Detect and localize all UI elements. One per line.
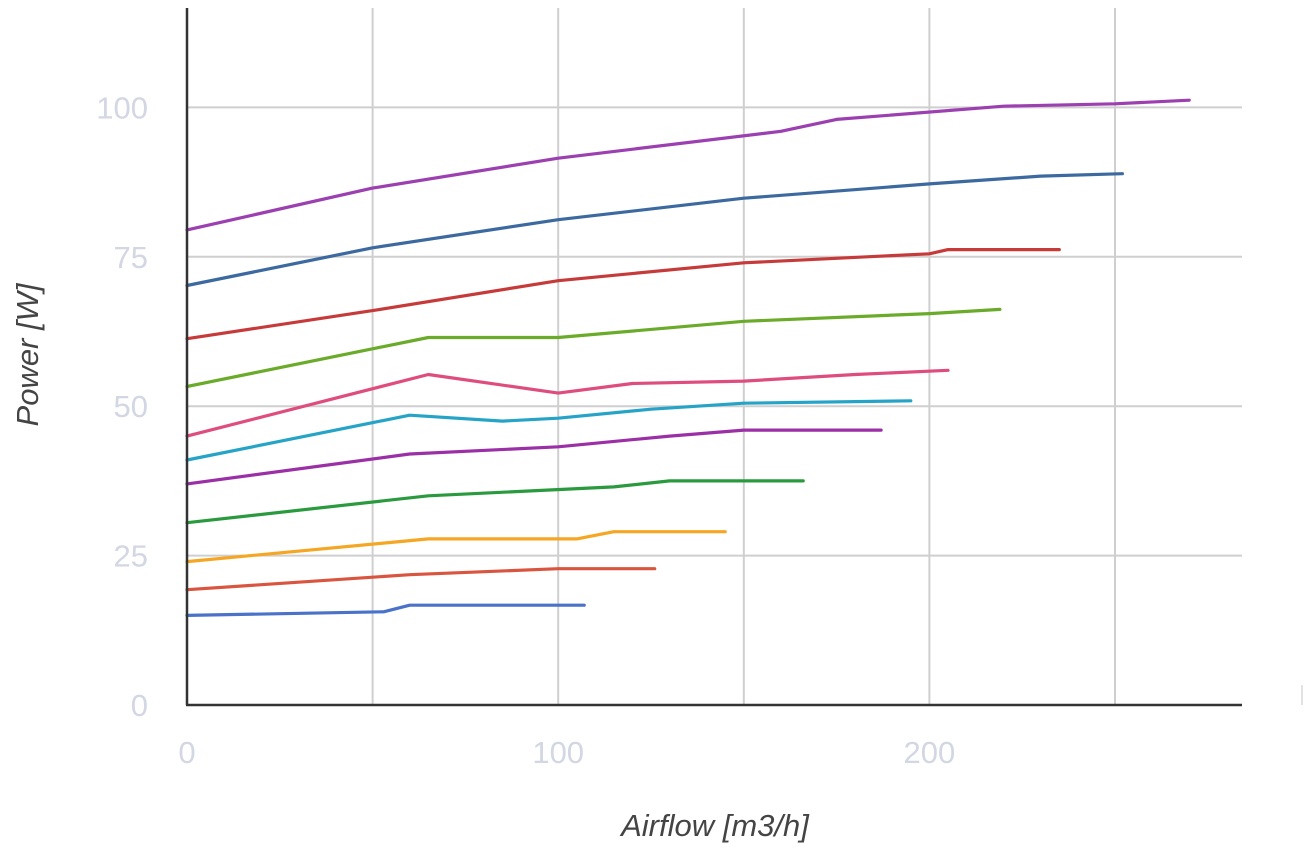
gridlines <box>187 8 1242 705</box>
series-line-10 <box>185 172 1124 288</box>
series-line-7 <box>185 368 950 438</box>
series-line-11 <box>185 98 1191 232</box>
series-line-3 <box>185 530 727 564</box>
y-tick-label: 50 <box>114 389 148 424</box>
series-line-9 <box>185 248 1061 341</box>
series-line-6 <box>185 399 913 462</box>
series-line-1 <box>185 603 586 617</box>
series-line-5 <box>185 428 883 486</box>
y-axis-title: Power [W] <box>10 282 45 426</box>
series-line-2 <box>185 567 657 592</box>
y-tick-label: 25 <box>114 539 148 574</box>
axes <box>185 8 1242 707</box>
x-tick-label: 100 <box>532 735 584 770</box>
x-axis-title: Airflow [m3/h] <box>619 808 810 843</box>
series-line-4 <box>185 479 805 525</box>
y-tick-label: 100 <box>96 90 148 125</box>
x-tick-label: 0 <box>178 735 195 770</box>
series-line-8 <box>185 307 1002 389</box>
series-lines <box>185 98 1191 617</box>
y-tick-label: 75 <box>114 240 148 275</box>
x-tick-label: 200 <box>904 735 956 770</box>
y-tick-label: 0 <box>131 688 148 723</box>
tick-labels: 0 25 50 75 100 0 100 200 <box>96 90 955 770</box>
